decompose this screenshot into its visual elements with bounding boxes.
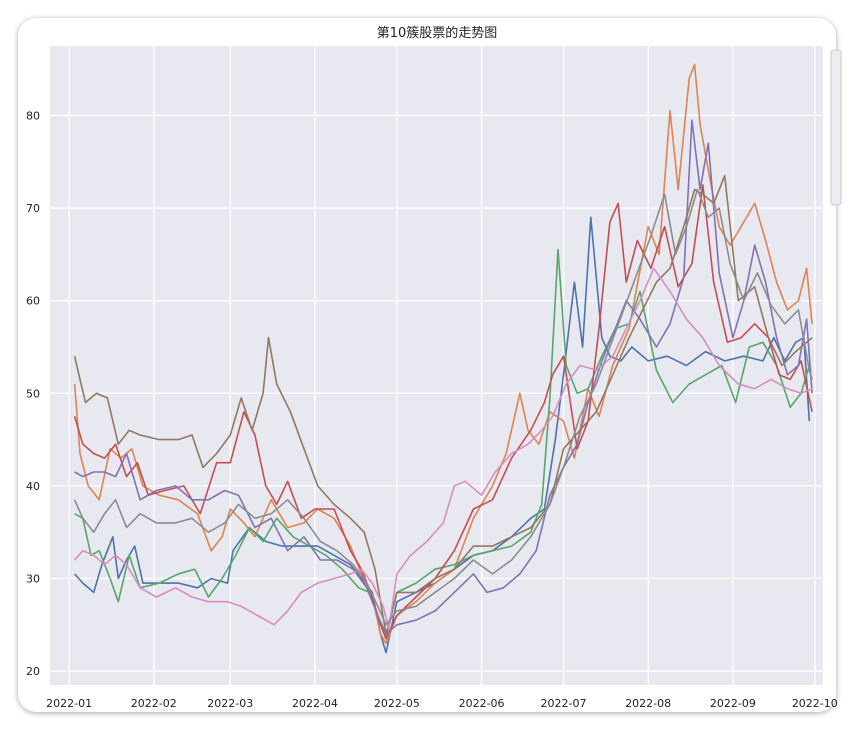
chart-title: 第10簇股票的走势图 [377,25,498,41]
x-tick-label: 2022-02 [131,697,177,710]
x-tick-label: 2022-10 [792,697,838,710]
series-line-6 [73,174,813,635]
y-tick-label: 40 [26,480,40,493]
series-line-8 [73,188,813,626]
y-tick-label: 50 [26,387,40,400]
y-tick-label: 20 [26,665,40,678]
x-tick-label: 2022-04 [292,697,338,710]
x-axis-tick-labels: 2022-01 2022-02 2022-03 2022-04 2022-05 2022-… [46,697,838,710]
y-axis-tick-labels: 20 30 40 50 60 70 80 [26,109,40,678]
x-tick-label: 2022-09 [710,697,756,710]
y-tick-label: 70 [26,202,40,215]
series-line-7 [73,267,813,631]
legend-box-clipped [830,49,842,206]
x-tick-label: 2022-01 [46,697,92,710]
y-tick-label: 80 [26,109,40,122]
x-tick-label: 2022-08 [625,697,671,710]
x-tick-label: 2022-05 [374,697,420,710]
series-lines [73,63,813,654]
gridlines [50,46,823,685]
series-line-3 [74,248,811,640]
x-tick-label: 2022-06 [459,697,505,710]
y-tick-label: 60 [26,295,40,308]
series-line-2 [73,63,813,645]
plot-area [50,46,823,685]
x-tick-label: 2022-07 [541,697,587,710]
series-line-5 [74,119,813,635]
y-tick-label: 30 [26,573,40,586]
x-tick-label: 2022-03 [207,697,253,710]
